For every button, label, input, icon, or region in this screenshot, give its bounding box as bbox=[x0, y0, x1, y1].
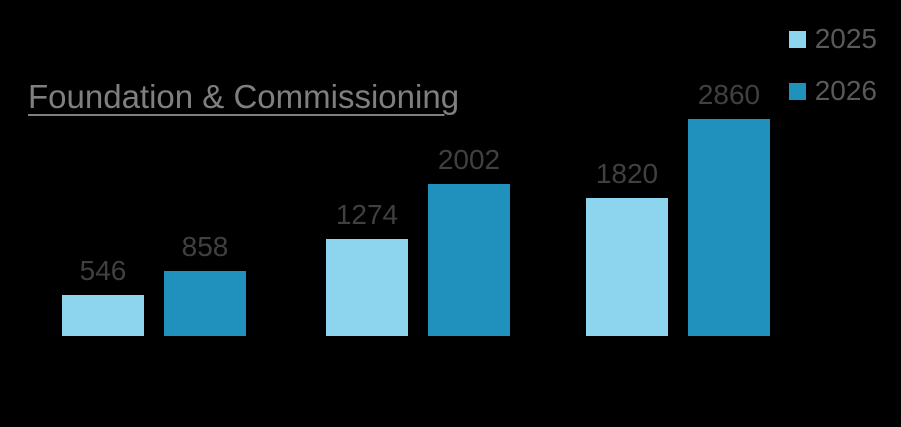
legend-item-2025: 2025 bbox=[788, 23, 877, 54]
bar-value-label-2025-group2: 1274 bbox=[335, 199, 399, 231]
bar-value-label-2026-group1: 858 bbox=[181, 230, 229, 262]
legend-swatch-2026-icon bbox=[788, 82, 806, 100]
legend-item-2026: 2026 bbox=[788, 75, 877, 106]
bar-2026-group1 bbox=[164, 270, 246, 336]
bar-value-label-2026-group3: 2860 bbox=[697, 79, 761, 110]
bar-2025-group1 bbox=[62, 294, 144, 336]
legend-label-2026: 2026 bbox=[814, 75, 877, 106]
bar-value-label-2026-group2: 2002 bbox=[437, 144, 501, 176]
bar-value-label-2025-group3: 1820 bbox=[595, 157, 659, 189]
legend: 2025 2026 bbox=[788, 23, 877, 106]
bar-2025-group2 bbox=[326, 239, 408, 336]
bar-2026-group2 bbox=[428, 184, 510, 336]
chart-title: Foundation & Commissioning bbox=[28, 78, 460, 115]
legend-swatch-2025-icon bbox=[788, 30, 806, 48]
legend-label-2025: 2025 bbox=[814, 23, 877, 54]
bar-value-label-2025-group1: 546 bbox=[79, 254, 127, 286]
bar-2025-group3 bbox=[586, 197, 668, 336]
bar-2026-group3 bbox=[688, 119, 770, 336]
